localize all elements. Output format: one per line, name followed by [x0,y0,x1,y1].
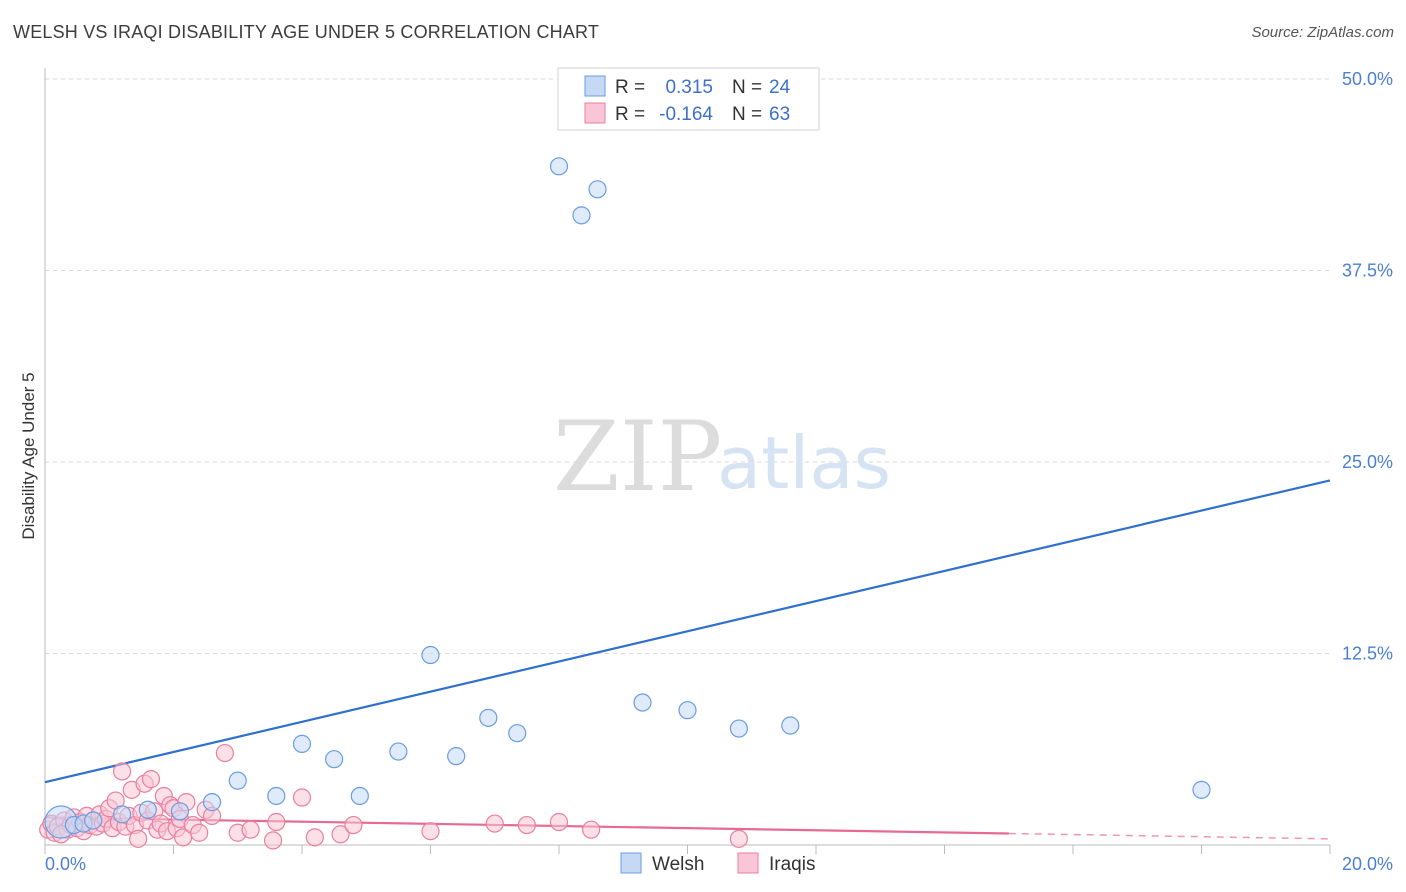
welsh-point [138,800,157,819]
iraqis-point [241,820,260,839]
welsh-point [1192,780,1211,799]
legend-n-label: N = [732,104,762,125]
welsh-point [633,693,652,712]
welsh-point [112,805,132,824]
iraqis-point [292,788,312,807]
iraqis-point [190,823,209,842]
welsh-point [292,734,312,753]
y-tick-label: 25.0% [1342,452,1393,472]
x-tick-label: 20.0% [1342,854,1393,874]
iraqis-point [215,743,234,763]
welsh-point [170,802,190,821]
welsh-point [572,206,591,225]
welsh-point [588,180,607,199]
iraqis-point [549,812,569,832]
chart-title: WELSH VS IRAQI DISABILITY AGE UNDER 5 CO… [13,22,600,42]
y-tick-label: 37.5% [1342,261,1393,281]
y-tick-label: 12.5% [1342,644,1393,664]
data-points [39,157,1211,850]
trend-line-iraqis-extrapolated [1008,832,1331,840]
chart-source: Source: ZipAtlas.com [1251,24,1394,41]
welsh-point [267,786,286,806]
iraqis-point [582,820,601,839]
welsh-point [678,701,697,720]
bottom-legend-label-iraqis: Iraqis [769,854,815,875]
watermark-zip: ZIP [553,401,722,513]
legend-n-label: N = [732,77,762,98]
welsh-point [781,716,800,735]
bottom-legend-label-welsh: Welsh [652,854,704,875]
welsh-point [729,719,749,738]
iraqis-point [129,829,148,848]
iraqis-point [729,829,749,848]
iraqis-point [305,828,324,847]
iraqis-point [331,825,350,844]
iraqis-point [112,762,132,781]
iraqis-point [267,812,286,832]
legend-r-label: R = [615,77,645,98]
gridlines [45,78,1330,654]
welsh-point [508,724,527,743]
legend-r-value: 0.315 [665,77,713,98]
welsh-point [479,708,498,727]
welsh-point [447,747,466,766]
iraqis-point [141,770,161,789]
legend-swatch-iraqis [584,102,606,124]
x-tick-label: 0.0% [45,854,86,874]
y-axis-label: Disability Age Under 5 [19,372,38,539]
iraqis-point [485,814,504,833]
legend-r-value: -0.164 [659,104,713,125]
welsh-point [549,157,569,176]
legend-n-value: 63 [769,104,790,125]
trend-line-welsh [44,479,1331,784]
axes [44,68,1331,854]
bottom-legend-swatch-welsh [620,852,642,874]
iraqis-point [344,815,363,835]
welsh-point [421,645,440,665]
welsh-point [84,811,103,830]
welsh-point [202,793,222,812]
watermark-atlas: atlas [717,421,891,505]
welsh-point [228,771,247,790]
legend-n-value: 24 [769,77,791,98]
legend: R = 0.315 N = 24 R = -0.164 N = 63 [557,67,820,131]
iraqis-point [517,815,536,835]
tick-labels: 12.5% 25.0% 37.5% 50.0% 0.0% 20.0% Disability … [19,69,1393,874]
legend-r-label: R = [615,104,645,125]
iraqis-point [263,831,283,850]
y-tick-label: 50.0% [1342,69,1393,89]
welsh-point [389,742,408,761]
welsh-point [325,750,344,769]
iraqis-point [421,822,440,841]
bottom-legend: Welsh Iraqis [620,852,815,875]
welsh-point [350,786,369,806]
bottom-legend-swatch-iraqis [737,852,759,874]
legend-swatch-welsh [584,75,606,97]
